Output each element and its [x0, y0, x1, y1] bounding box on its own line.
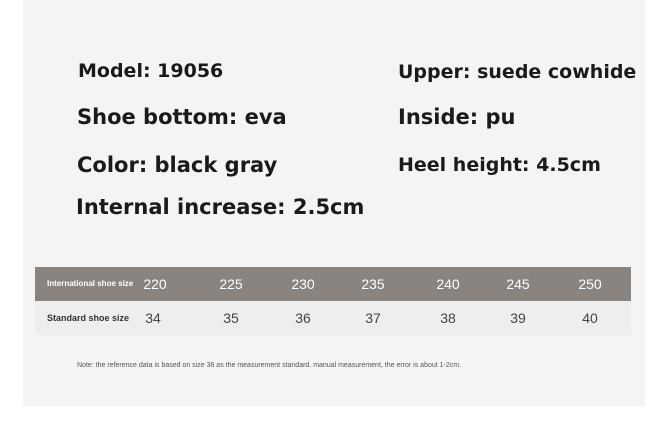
table-cell: 245	[506, 276, 530, 292]
spec-shoe-bottom: Shoe bottom: eva	[77, 105, 287, 129]
table-row-standard: Standard shoe size 34 35 36 37 38 39 40	[35, 301, 631, 335]
spec-model: Model: 19056	[78, 60, 224, 82]
table-cell: 225	[219, 276, 243, 292]
spec-upper: Upper: suede cowhide	[398, 61, 637, 83]
table-cell: 40	[582, 310, 598, 326]
table-cell: 36	[295, 310, 311, 326]
table-cell: 34	[145, 310, 161, 326]
table-cell: 235	[361, 276, 385, 292]
table-cell: 250	[578, 276, 602, 292]
spec-internal-increase: Internal increase: 2.5cm	[76, 195, 365, 219]
size-table: International shoe size 220 225 230 235 …	[35, 267, 631, 335]
table-cell: 220	[143, 276, 167, 292]
spec-inside: Inside: pu	[398, 105, 516, 129]
table-cell: 38	[440, 310, 456, 326]
spec-color: Color: black gray	[77, 153, 278, 177]
row-label: International shoe size	[47, 279, 134, 288]
measurement-note: Note: the reference data is based on siz…	[77, 362, 462, 369]
table-cell: 39	[510, 310, 526, 326]
table-cell: 230	[291, 276, 315, 292]
table-cell: 240	[436, 276, 460, 292]
table-cell: 35	[223, 310, 239, 326]
product-info-panel	[23, 0, 645, 406]
spec-heel-height: Heel height: 4.5cm	[398, 154, 601, 176]
row-label: Standard shoe size	[47, 313, 130, 323]
table-cell: 37	[365, 310, 381, 326]
table-row-international: International shoe size 220 225 230 235 …	[35, 267, 631, 301]
